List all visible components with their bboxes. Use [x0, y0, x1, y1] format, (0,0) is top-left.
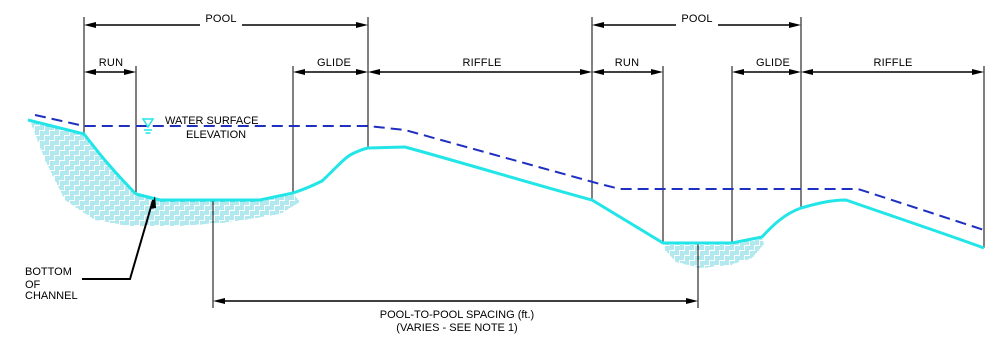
- label-riffle-2: RIFFLE: [873, 57, 912, 69]
- dimension-run-2: [592, 69, 663, 75]
- label-elevation: ELEVATION: [186, 129, 246, 141]
- bottom-of-channel-leader: [82, 199, 154, 280]
- label-glide-2: GLIDE: [756, 57, 790, 69]
- soil-hatch-left: [30, 120, 300, 226]
- dimension-run-1: [84, 69, 136, 75]
- dimension-riffle-1: [368, 69, 592, 75]
- label-run-2: RUN: [615, 57, 639, 69]
- label-bottom: BOTTOM: [25, 266, 72, 278]
- label-channel: CHANNEL: [25, 290, 78, 302]
- water-surface-line: [34, 114, 985, 231]
- label-pool-to-pool-spacing: POOL-TO-POOL SPACING (ft.): [380, 309, 534, 321]
- soil-hatch-right: [663, 237, 764, 268]
- dimension-riffle-2: [801, 69, 984, 75]
- label-of: OF: [25, 279, 41, 291]
- label-glide-1: GLIDE: [317, 57, 351, 69]
- water-surface-triangle-icon: [141, 118, 155, 134]
- label-water-surface: WATER SURFACE: [165, 115, 259, 127]
- label-riffle-1: RIFFLE: [462, 57, 501, 69]
- bottom-of-channel-arrow: [150, 196, 156, 209]
- dimension-glide-1: [293, 69, 368, 75]
- label-pool-2: POOL: [681, 13, 712, 25]
- dimension-glide-2: [732, 69, 801, 75]
- dimension-pool-to-pool-spacing: [213, 298, 698, 304]
- label-run-1: RUN: [99, 57, 123, 69]
- label-pool-1: POOL: [205, 13, 236, 25]
- label-spacing-note: (VARIES - SEE NOTE 1): [396, 322, 517, 334]
- extension-lines: [83, 17, 985, 308]
- channel-bed-line: [27, 118, 985, 250]
